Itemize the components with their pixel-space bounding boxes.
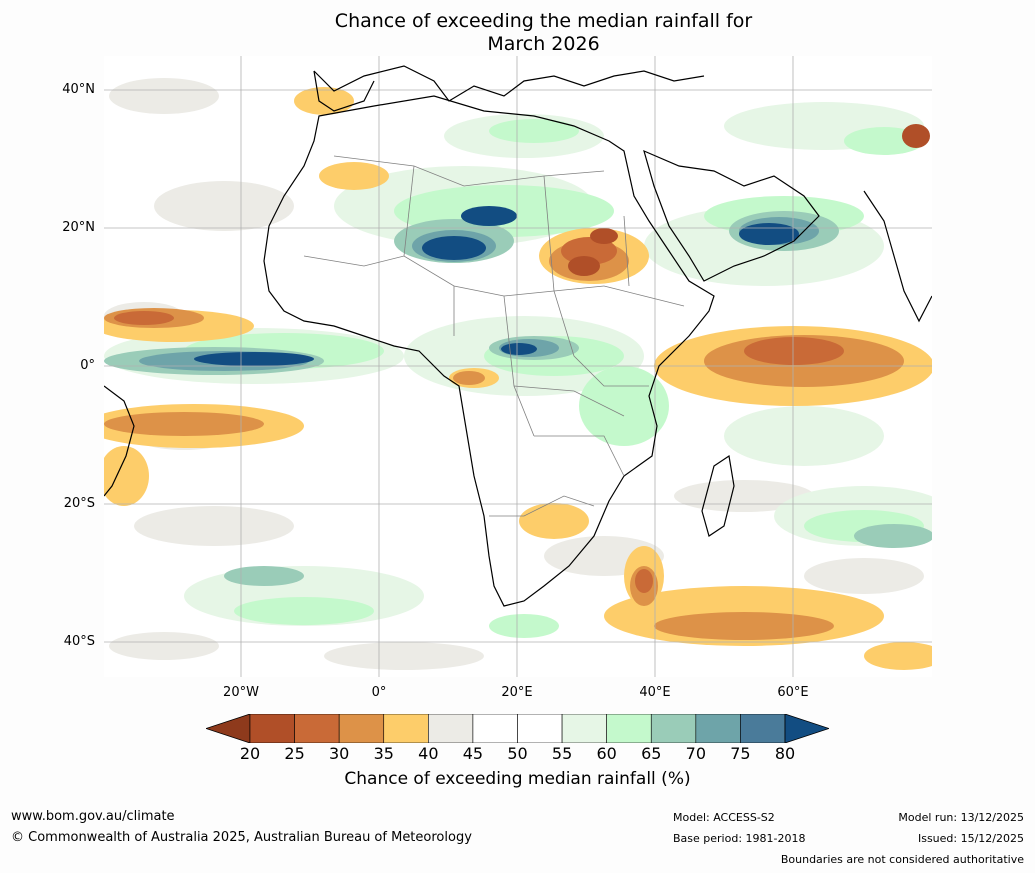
lat-label-0: 0° [80,358,95,373]
colorbar-extend-low [206,714,251,743]
colorbar-tick-80: 80 [774,744,796,763]
madagascar-coastline [701,454,735,537]
colorbar-tick-75: 75 [730,744,751,763]
lon-label-40e: 40°E [639,685,671,700]
lat-label-40s: 40°S [63,634,95,649]
map-title: Chance of exceeding the median rainfall … [0,10,1035,56]
colorbar-tick-25: 25 [284,744,305,763]
footer-website[interactable]: www.bom.gov.au/climate [11,809,175,824]
lat-label-40n: 40°N [62,82,95,97]
footer-model: Model: ACCESS-S2 [673,811,775,824]
colorbar-box-50-55 [517,714,563,743]
title-line-1: Chance of exceeding the median rainfall … [334,10,753,32]
colorbar-tick-50: 50 [507,744,528,763]
lat-label-20s: 20°S [63,496,95,511]
colorbar-tick-30: 30 [328,744,350,763]
title-line-2: March 2026 [487,33,600,55]
colorbar-tick-40: 40 [418,744,439,763]
colorbar-tick-55: 55 [551,744,573,763]
colorbar-box-75-80 [740,714,786,743]
colorbar-tick-35: 35 [373,744,394,763]
colorbar-box-65-70 [650,714,697,743]
map-canvas [104,56,932,677]
colorbar-box-70-75 [695,714,741,743]
footer-base-period: Base period: 1981-2018 [673,832,806,845]
lon-label-20w: 20°W [223,685,259,700]
lat-label-20n: 20°N [62,220,95,235]
colorbar-box-40-45 [428,714,474,743]
iberia-coastline [313,70,375,112]
colorbar [206,714,829,743]
colorbar-tick-20: 20 [239,744,261,763]
probability-band-80 [194,206,799,366]
footer-disclaimer: Boundaries are not considered authoritat… [780,853,1024,866]
footer-copyright: © Commonwealth of Australia 2025, Austra… [11,830,472,845]
colorbar-box-25-30 [294,714,340,743]
lon-label-20e: 20°E [501,685,533,700]
probability-band-45 [104,78,924,670]
south-america-coastline [104,385,135,497]
country-borders [303,155,685,517]
colorbar-label: Chance of exceeding median rainfall (%) [344,769,691,789]
colorbar-tick-70: 70 [685,744,706,763]
colorbar-tick-65: 65 [641,744,662,763]
lon-label-60e: 60°E [777,685,809,700]
colorbar-box-20-25 [249,714,295,743]
africa-coastline [263,95,715,607]
forecast-map [104,56,932,677]
colorbar-extend-high [784,714,829,743]
graticule [104,56,932,677]
arabia-coastline [643,149,820,282]
probability-band-25 [568,124,930,276]
probability-band-30 [114,237,844,593]
colorbar-box-35-40 [383,714,429,743]
colorbar-box-55-60 [561,714,607,743]
india-coastline [863,190,932,323]
colorbar-box-30-35 [338,714,385,743]
colorbar-tick-60: 60 [596,744,617,763]
europe-coastline [313,65,705,102]
colorbar-box-60-65 [606,714,652,743]
lon-label-0: 0° [371,685,387,700]
colorbar-tick-45: 45 [462,744,484,763]
footer-model-run: Model run: 13/12/2025 [898,811,1024,824]
footer-issued: Issued: 15/12/2025 [917,832,1024,845]
colorbar-box-45-50 [472,714,518,743]
